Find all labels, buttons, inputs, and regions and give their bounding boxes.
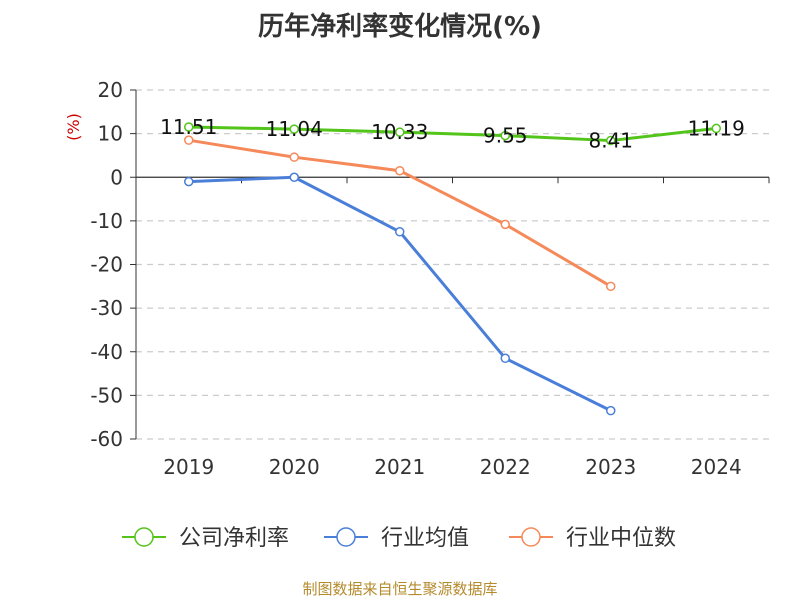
data-point bbox=[606, 135, 616, 146]
legend-marker bbox=[336, 527, 356, 547]
data-point bbox=[289, 124, 299, 134]
y-tick-label: -40 bbox=[90, 340, 123, 364]
data-label: 11.19 bbox=[688, 116, 745, 140]
y-tick-label: 20 bbox=[98, 78, 123, 102]
x-tick-label: 2021 bbox=[374, 455, 425, 479]
data-point bbox=[606, 405, 616, 416]
legend-label: 公司净利率 bbox=[179, 526, 289, 551]
source-note: 制图数据来自恒生聚源数据库 bbox=[302, 580, 498, 598]
data-point bbox=[500, 353, 510, 364]
x-tick-label: 2023 bbox=[585, 455, 636, 479]
data-point bbox=[500, 130, 510, 141]
data-label: 10.33 bbox=[371, 120, 428, 144]
y-tick-label: -10 bbox=[90, 209, 123, 233]
data-point bbox=[184, 135, 194, 145]
data-label: 8.41 bbox=[588, 129, 633, 153]
y-tick-label: -20 bbox=[90, 253, 123, 277]
legend-label: 行业中位数 bbox=[566, 526, 676, 551]
data-label: 11.51 bbox=[160, 115, 217, 139]
data-point bbox=[289, 152, 299, 162]
legend-marker bbox=[521, 527, 541, 547]
series-line bbox=[188, 125, 717, 143]
data-point bbox=[395, 227, 405, 237]
x-tick-label: 2022 bbox=[480, 455, 531, 479]
y-tick-label: -60 bbox=[90, 427, 123, 451]
series-line bbox=[188, 175, 612, 412]
y-tick-label: 0 bbox=[110, 165, 123, 189]
data-label: 9.55 bbox=[483, 124, 528, 148]
x-tick-label: 2020 bbox=[269, 455, 320, 479]
y-tick-label: 10 bbox=[98, 122, 123, 146]
data-point bbox=[184, 122, 194, 132]
data-point bbox=[184, 176, 194, 187]
data-point bbox=[606, 281, 616, 292]
x-tick-label: 2019 bbox=[163, 455, 214, 479]
x-tick-label: 2024 bbox=[691, 455, 742, 479]
chart-title: 历年净利率变化情况(%) bbox=[258, 12, 542, 42]
data-point bbox=[500, 219, 510, 230]
data-point bbox=[711, 123, 721, 134]
y-tick-label: -50 bbox=[90, 383, 123, 407]
y-tick-label: -30 bbox=[90, 296, 123, 320]
data-label: 11.04 bbox=[266, 117, 323, 141]
data-point bbox=[289, 172, 299, 182]
y-unit-label: (%) bbox=[64, 113, 83, 141]
legend-marker bbox=[134, 527, 154, 547]
data-point bbox=[395, 127, 405, 137]
data-point bbox=[395, 165, 405, 176]
legend-label: 行业均值 bbox=[381, 526, 469, 551]
